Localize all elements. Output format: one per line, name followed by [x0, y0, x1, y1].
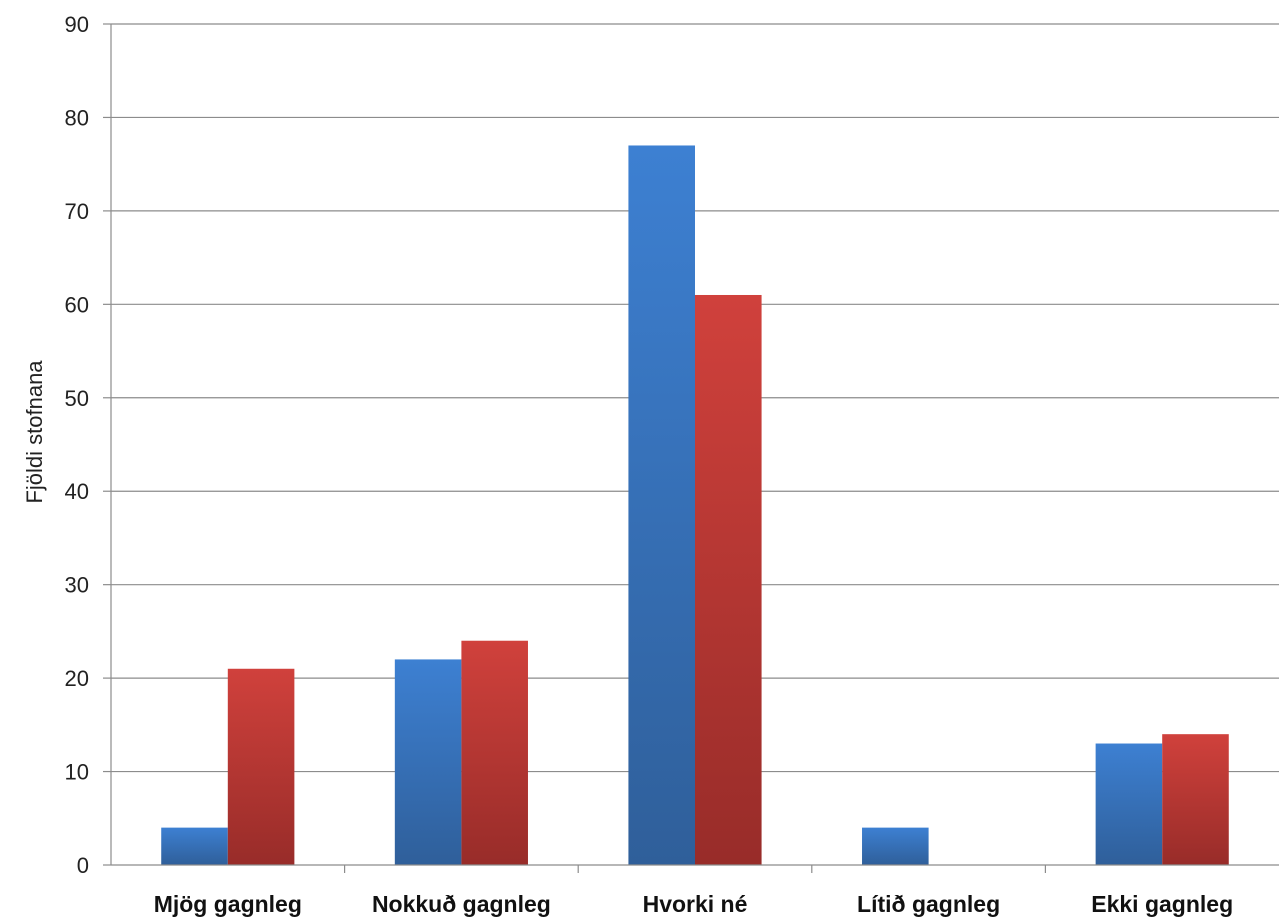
x-category-label: Lítið gagnleg	[857, 891, 1000, 917]
axes: 0 10 20 30 40 50 60 70 80 90 Mjög gagnleg Nokkuð ga…	[65, 12, 1279, 917]
y-tick-label: 50	[65, 386, 89, 411]
y-tick-label: 80	[65, 105, 89, 130]
x-category-label: Ekki gagnleg	[1091, 891, 1233, 917]
bar-series-2-0	[227, 668, 295, 865]
x-category-label: Nokkuð gagnleg	[372, 891, 551, 917]
y-tick-label: 60	[65, 292, 89, 317]
bar-series-1-1	[394, 659, 462, 865]
bar-series-2-2	[695, 294, 762, 865]
bar-series-1-0	[161, 827, 228, 865]
y-axis-title: Fjöldi stofnana	[22, 360, 47, 504]
y-tick-label: 70	[65, 199, 89, 224]
x-category-label: Hvorki né	[643, 891, 748, 917]
bar-series-1-3	[862, 827, 929, 865]
y-tick-label: 40	[65, 479, 89, 504]
y-tick-label: 10	[65, 760, 89, 785]
y-tick-label: 90	[65, 12, 89, 37]
y-tick-label: 0	[77, 853, 89, 878]
bar-series-2-4	[1162, 734, 1229, 865]
bars	[161, 145, 1229, 865]
y-tick-label: 30	[65, 573, 89, 598]
bar-series-1-2	[628, 145, 695, 865]
x-category-label: Mjög gagnleg	[154, 891, 302, 917]
y-tick-label: 20	[65, 666, 89, 691]
bar-series-2-1	[461, 640, 528, 865]
bar-series-1-4	[1095, 743, 1163, 865]
